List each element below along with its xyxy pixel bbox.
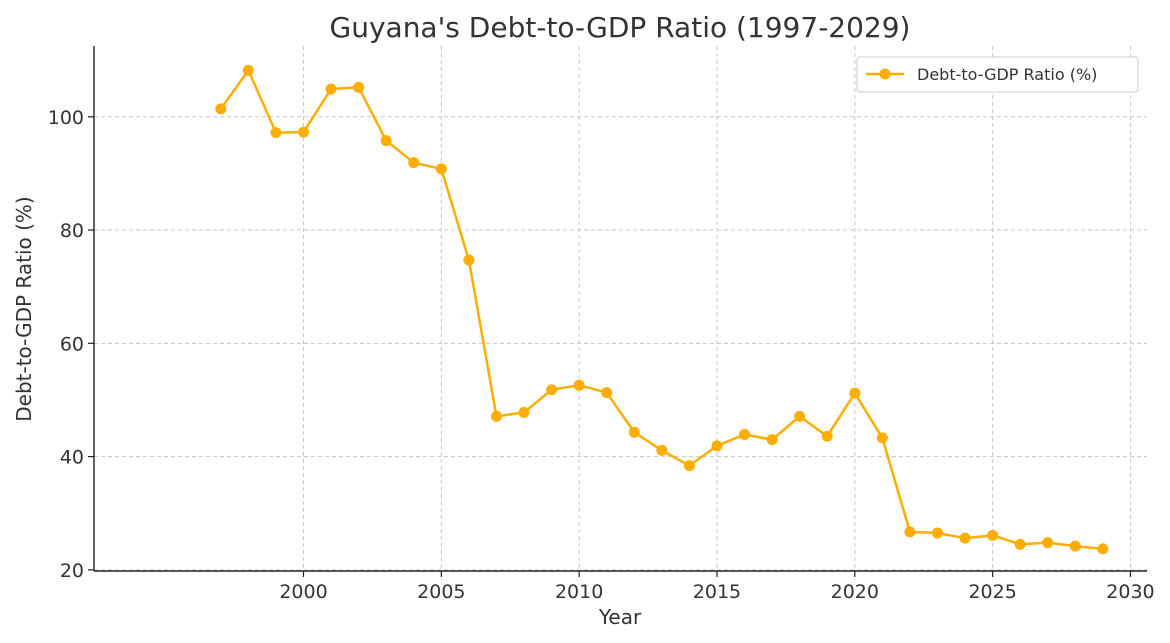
data-point: [766, 434, 778, 446]
legend: Debt-to-GDP Ratio (%): [856, 56, 1139, 93]
y-tick-label: 100: [48, 107, 84, 129]
chart-title: Guyana's Debt-to-GDP Ratio (1997-2029): [330, 11, 911, 44]
data-point: [876, 432, 888, 444]
legend-label: Debt-to-GDP Ratio (%): [917, 65, 1097, 84]
y-tick-label: 40: [60, 447, 84, 469]
x-tick-label: 2025: [968, 581, 1016, 603]
data-point: [573, 379, 585, 391]
data-point: [683, 460, 695, 472]
legend-box: [856, 56, 1139, 93]
legend-point-marker: [879, 68, 891, 80]
axes: [93, 46, 1147, 572]
data-point: [325, 83, 337, 95]
y-tick-label: 80: [60, 220, 84, 242]
data-point: [1097, 543, 1109, 555]
data-point: [408, 157, 420, 169]
data-point: [215, 103, 227, 115]
x-tick-label: 2005: [417, 581, 465, 603]
data-point: [380, 135, 392, 147]
series-line: [219, 69, 1104, 551]
data-point: [270, 127, 282, 139]
x-ticks: 2000 2005 2010 2015 2020 2025 2030: [279, 571, 1155, 603]
x-tick-label: 2010: [555, 581, 603, 603]
data-point: [932, 527, 944, 539]
data-point: [1069, 540, 1081, 552]
data-point: [739, 429, 751, 441]
data-point: [794, 410, 806, 422]
data-point: [904, 526, 916, 538]
data-point: [959, 532, 971, 544]
data-point: [353, 81, 365, 93]
data-point: [1014, 538, 1026, 550]
data-point: [601, 387, 613, 399]
y-axis-label: Debt-to-GDP Ratio (%): [12, 196, 36, 422]
data-point: [849, 387, 861, 399]
data-point: [463, 254, 475, 266]
data-point: [987, 529, 999, 541]
data-point: [297, 126, 309, 138]
y-ticks: 20 40 60 80 100: [48, 107, 94, 582]
data-point: [628, 426, 640, 438]
data-point: [490, 410, 502, 422]
data-point: [656, 444, 668, 456]
data-point: [1042, 537, 1054, 549]
x-tick-label: 2020: [831, 581, 879, 603]
series: [215, 64, 1109, 555]
data-point: [711, 440, 723, 452]
x-tick-label: 2000: [279, 581, 327, 603]
data-point: [546, 384, 558, 396]
grid: [94, 46, 1147, 571]
y-tick-label: 60: [60, 333, 84, 355]
x-axis-label: Year: [598, 605, 642, 629]
data-point: [518, 406, 530, 418]
data-point: [821, 430, 833, 442]
x-tick-label: 2030: [1106, 581, 1154, 603]
data-point: [242, 64, 254, 76]
y-tick-label: 20: [60, 560, 84, 582]
data-point: [435, 163, 447, 175]
x-tick-label: 2015: [693, 581, 741, 603]
